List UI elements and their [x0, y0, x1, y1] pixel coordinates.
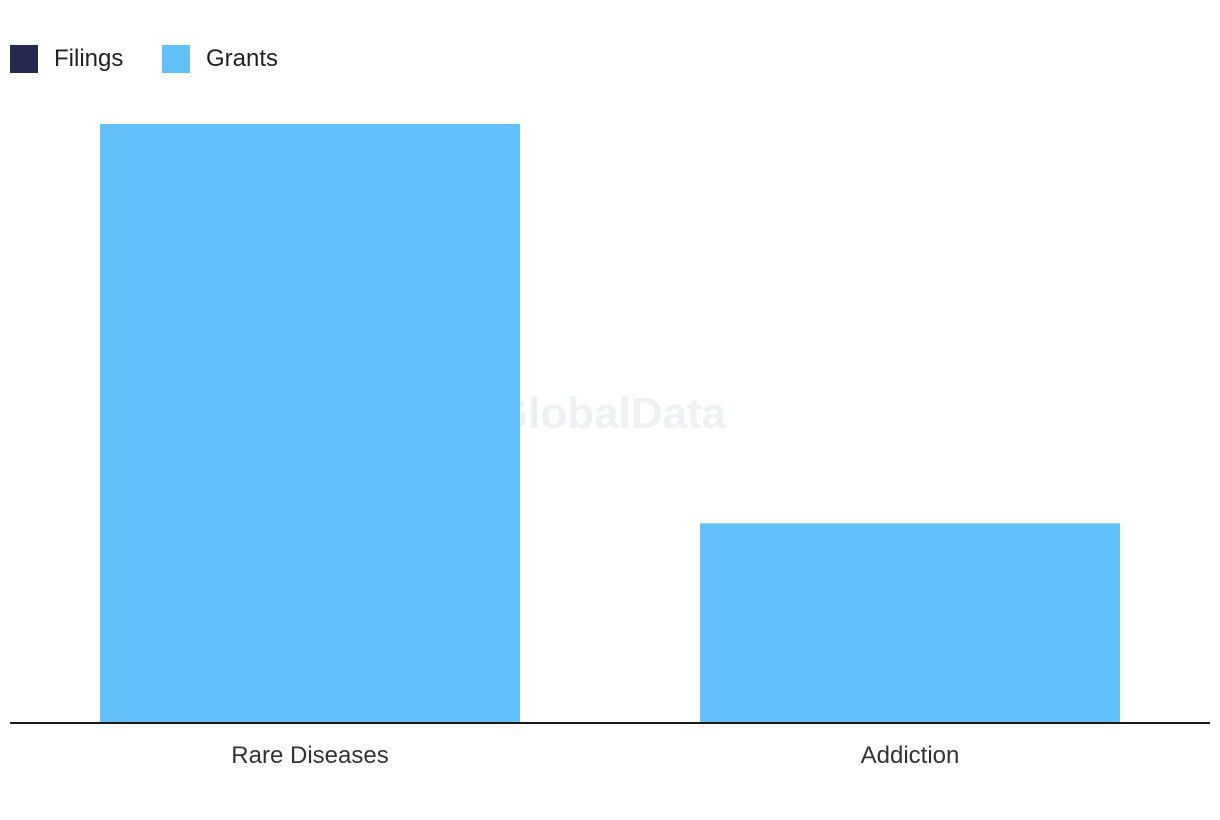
bars-group	[100, 124, 1120, 723]
bar-grants-rare-diseases[interactable]	[100, 124, 520, 723]
legend-label-grants: Grants	[206, 45, 278, 72]
x-tick-label-rare-diseases: Rare Diseases	[231, 742, 388, 769]
x-tick-labels: Rare Diseases Addiction	[231, 742, 959, 769]
legend-swatch-grants	[162, 45, 190, 73]
watermark: GlobalData	[494, 389, 727, 438]
x-tick-label-addiction: Addiction	[861, 742, 960, 769]
bar-grants-addiction[interactable]	[700, 523, 1120, 723]
legend: Filings Grants	[10, 45, 278, 73]
legend-label-filings: Filings	[54, 45, 123, 72]
legend-swatch-filings	[10, 45, 38, 73]
